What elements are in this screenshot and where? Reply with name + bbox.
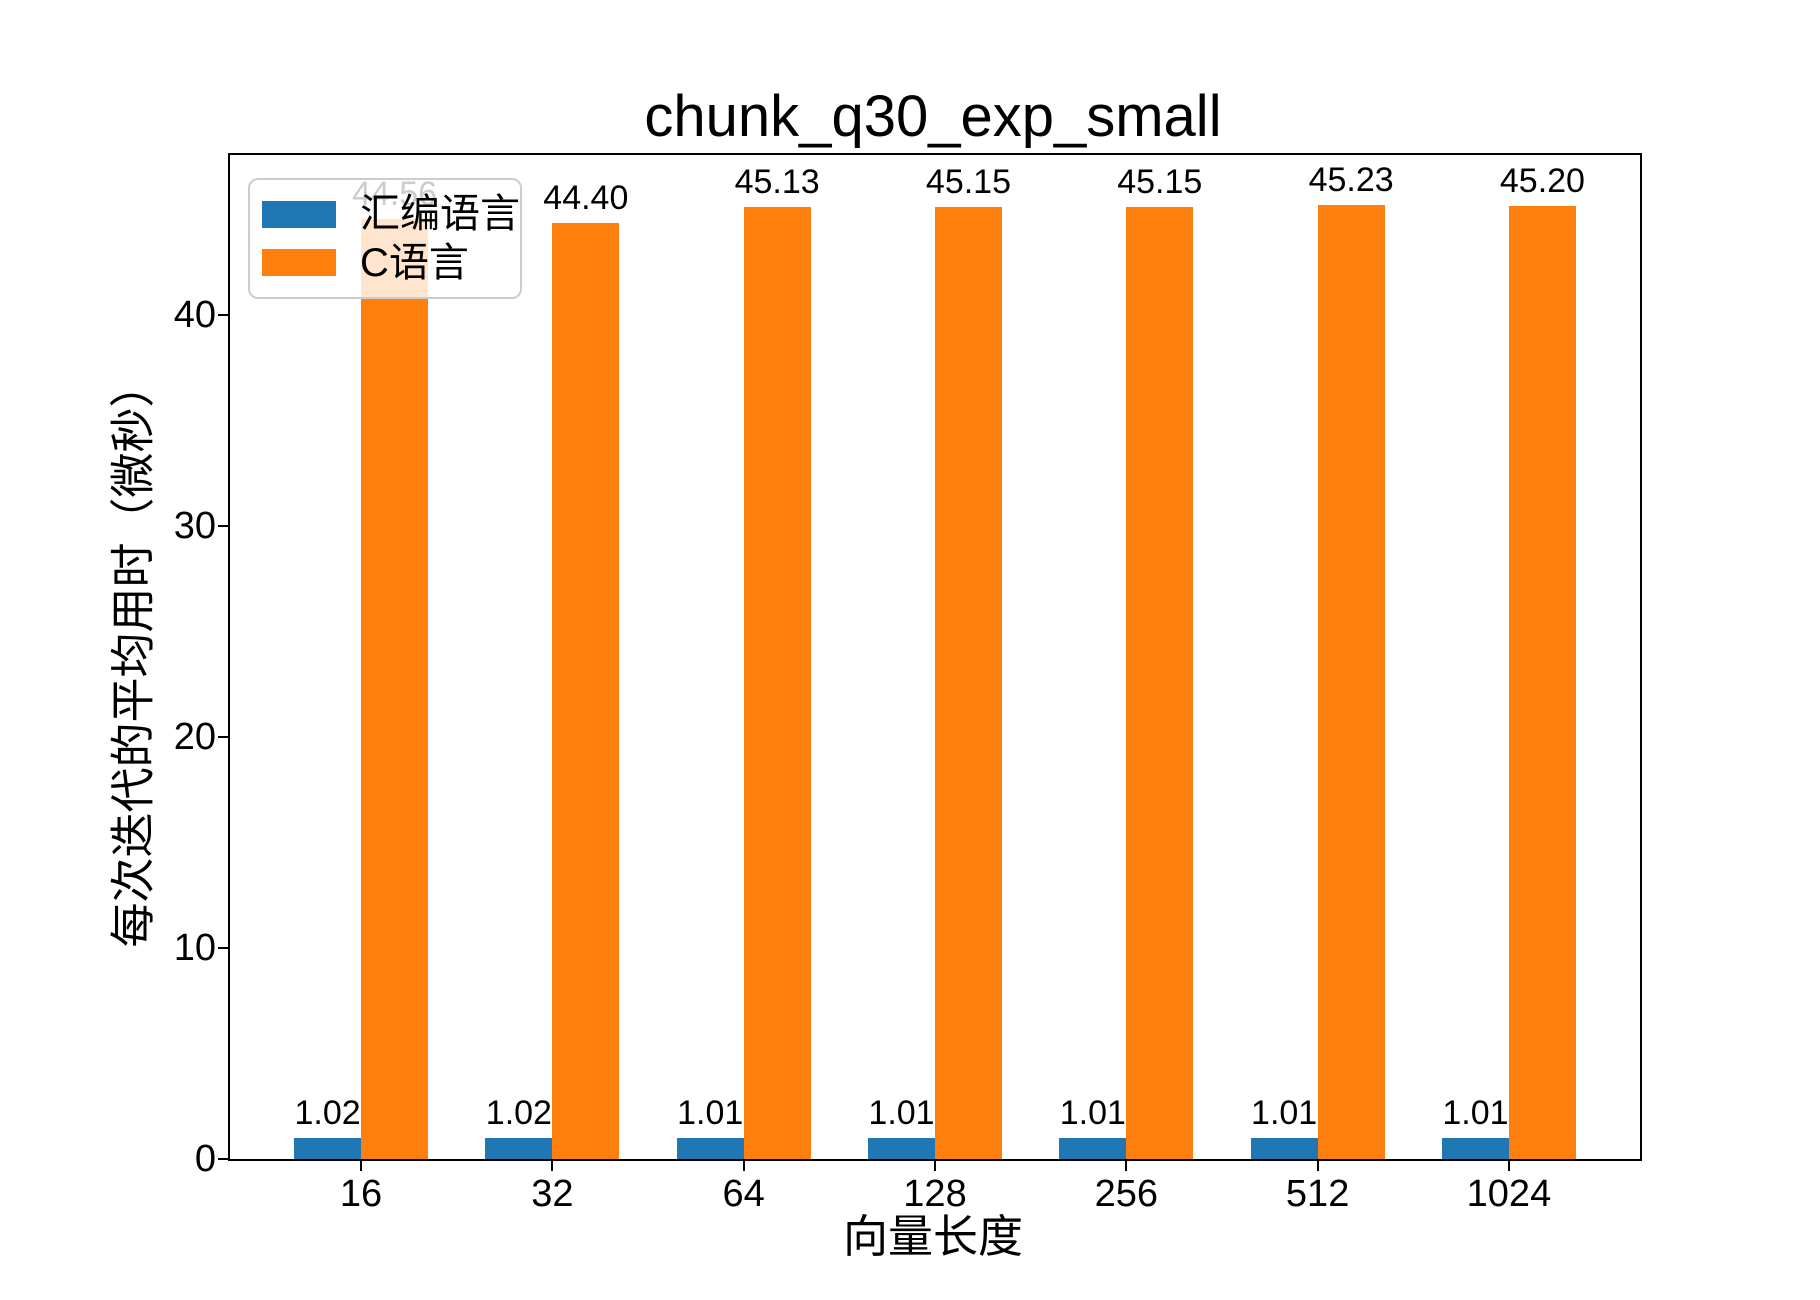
y-tick-mark (218, 736, 228, 739)
x-tick-mark (742, 1161, 745, 1171)
legend-label-c: C语言 (360, 240, 469, 285)
x-tick-label: 32 (531, 1173, 574, 1215)
bar-value-label: 1.02 (485, 1093, 552, 1132)
y-tick-label: 10 (173, 927, 216, 970)
bar (935, 206, 1002, 1159)
bar-value-label: 1.01 (868, 1093, 935, 1132)
bar (1317, 205, 1385, 1159)
x-axis-label: 向量长度 (842, 1211, 1024, 1262)
bar-value-label: 44.40 (543, 178, 629, 217)
legend-swatch-assembly-icon (262, 200, 336, 228)
bar (1059, 1137, 1127, 1159)
legend: 汇编语言 C语言 (248, 178, 522, 299)
x-tick-mark (360, 1161, 363, 1171)
bar-value-label: 45.13 (734, 163, 820, 202)
y-axis-label: 每次迭代的平均用时（微秒） (107, 362, 159, 948)
x-tick-mark (1507, 1161, 1510, 1171)
bar (868, 1137, 935, 1159)
bar (1126, 206, 1194, 1159)
bar-value-label: 45.15 (1117, 162, 1203, 201)
y-tick-label: 0 (194, 1138, 216, 1180)
y-tick-label: 30 (173, 505, 216, 548)
x-tick-mark (1316, 1161, 1319, 1171)
bar-value-label: 1.01 (1059, 1093, 1126, 1132)
y-tick-mark (218, 314, 228, 317)
bar (743, 207, 811, 1159)
x-tick-label: 64 (722, 1173, 765, 1215)
x-tick-mark (551, 1161, 554, 1171)
y-tick-mark (218, 947, 228, 950)
y-tick-mark (218, 525, 228, 528)
bar (294, 1137, 362, 1159)
plot-area: 汇编语言 C语言 0 10 20 30 40 16 32 64 128 256 512 1024 1.0… (174, 153, 1642, 1213)
bar-value-label: 45.23 (1308, 161, 1394, 199)
y-tick-label: 20 (173, 716, 216, 759)
chart-title: chunk_q30_exp_small (644, 84, 1222, 149)
bar (1508, 205, 1576, 1159)
bar (1250, 1137, 1318, 1159)
x-tick-label: 128 (903, 1173, 967, 1215)
y-tick-label: 40 (173, 294, 216, 337)
bar-value-label: 1.01 (1251, 1093, 1318, 1132)
bar (361, 219, 428, 1159)
x-tick-mark (1125, 1161, 1128, 1171)
legend-item-assembly: 汇编语言 (262, 194, 520, 234)
x-tick-label: 256 (1094, 1173, 1159, 1215)
bar-value-label: 1.01 (677, 1093, 744, 1132)
y-tick-mark (218, 1158, 228, 1160)
x-tick-mark (934, 1161, 936, 1171)
bar-value-label: 1.01 (1442, 1093, 1509, 1132)
bar (485, 1137, 553, 1159)
bar (676, 1137, 744, 1159)
bar-value-label: 45.20 (1499, 161, 1585, 200)
bar (1441, 1137, 1509, 1159)
legend-label-assembly: 汇编语言 (360, 192, 520, 237)
bar-value-label: 1.02 (294, 1093, 361, 1132)
x-tick-label: 512 (1285, 1173, 1350, 1215)
bar (552, 222, 620, 1159)
x-tick-label: 1024 (1466, 1173, 1552, 1215)
legend-item-c: C语言 (262, 243, 508, 283)
legend-swatch-c-icon (262, 249, 336, 277)
bar-value-label: 45.15 (925, 162, 1012, 201)
x-tick-label: 16 (339, 1173, 383, 1215)
